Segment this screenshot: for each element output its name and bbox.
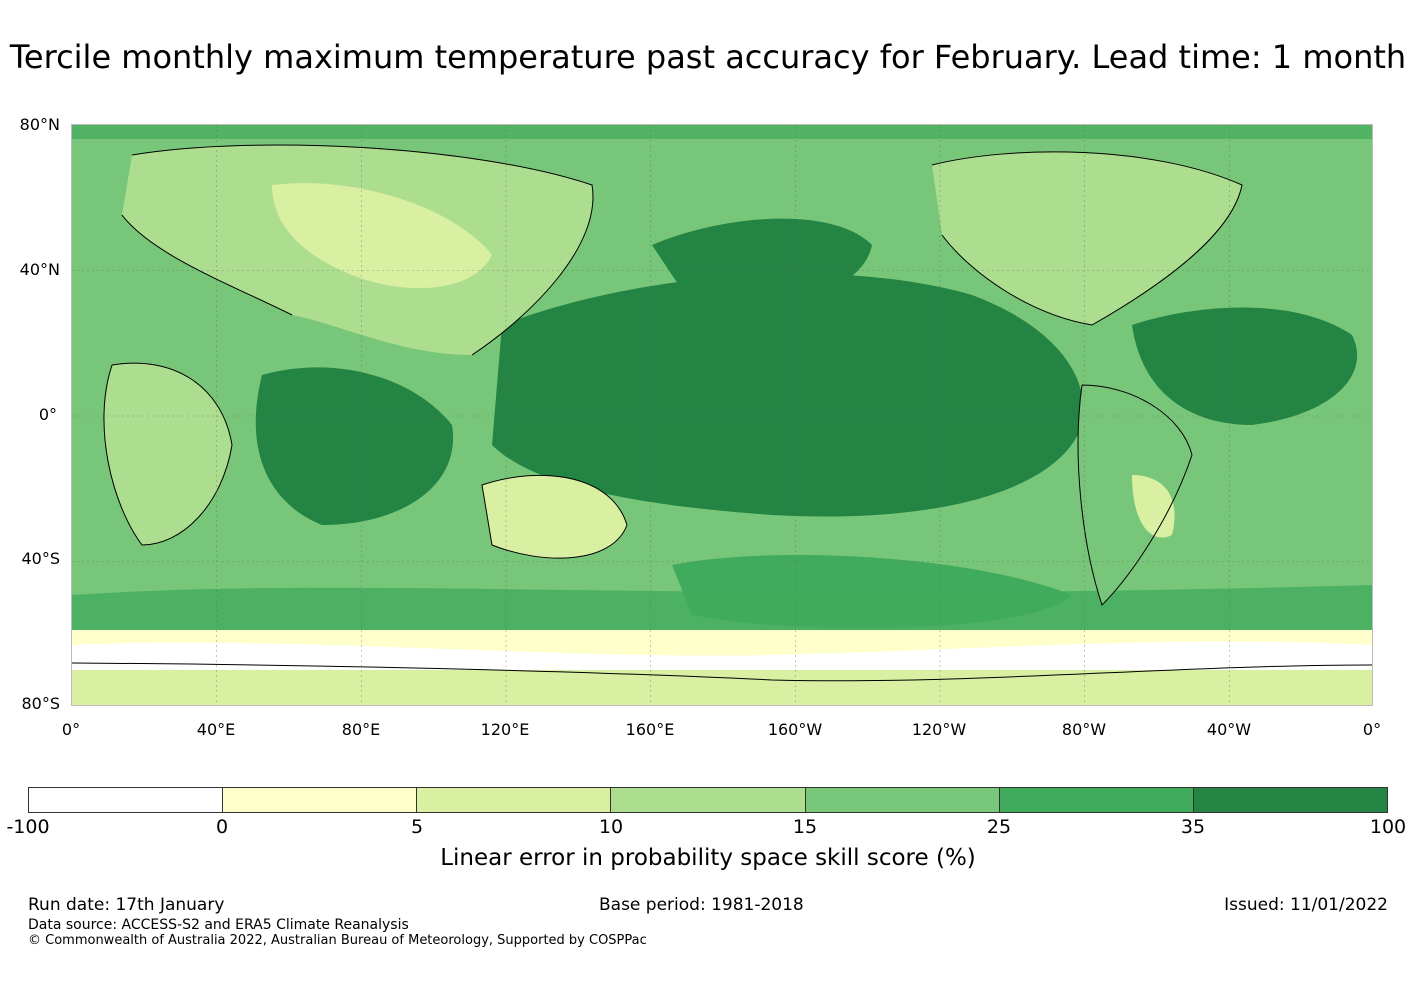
lat-label-80s: 80°S <box>21 694 60 713</box>
colorbar <box>28 787 1388 813</box>
north-america-land <box>932 151 1242 325</box>
eurasia-low-skill <box>272 183 492 289</box>
lat-label-40s: 40°S <box>21 549 60 568</box>
map-title: Tercile monthly maximum temperature past… <box>9 38 1407 76</box>
colorbar-label: Linear error in probability space skill … <box>440 845 976 871</box>
lon-label-40e: 40°E <box>196 720 236 739</box>
colorbar-tick: 10 <box>598 816 624 838</box>
colorbar-segment <box>223 788 418 812</box>
coastline-eurasia <box>121 144 594 356</box>
lon-label-0-left: 0° <box>61 720 81 739</box>
coastline-africa <box>103 362 233 546</box>
colorbar-segment <box>417 788 612 812</box>
lon-label-160w: 160°W <box>767 720 823 739</box>
indian-ocean-high-skill <box>255 367 454 525</box>
coastline-south-america <box>1077 384 1193 606</box>
colorbar-segment <box>805 788 1000 812</box>
colorbar-tick: 5 <box>410 816 424 838</box>
australia-land <box>482 475 627 559</box>
coastline-australia <box>481 474 628 559</box>
lon-label-160e: 160°E <box>625 720 675 739</box>
colorbar-segment <box>611 788 806 812</box>
antarctic-bottom <box>72 670 1372 705</box>
lat-label-80n: 80°N <box>19 115 60 134</box>
tropical-pacific-high-skill <box>492 273 1084 517</box>
colorbar-tick: 15 <box>792 816 818 838</box>
north-pacific-high-skill <box>652 218 872 308</box>
lon-label-80e: 80°E <box>341 720 381 739</box>
run-date: Run date: 17th January <box>28 895 225 915</box>
lat-label-40n: 40°N <box>19 260 60 279</box>
coastline-antarctica <box>72 662 1372 682</box>
colorbar-tick: 25 <box>986 816 1012 838</box>
colorbar-tick: -100 <box>6 816 50 838</box>
lon-label-80w: 80°W <box>1061 720 1107 739</box>
lon-label-120w: 120°W <box>911 720 967 739</box>
colorbar-tick: 100 <box>1369 816 1407 838</box>
base-period: Base period: 1981-2018 <box>599 895 804 915</box>
colorbar-tick: 0 <box>215 816 229 838</box>
data-source: Data source: ACCESS-S2 and ERA5 Climate … <box>28 917 409 933</box>
copyright: © Commonwealth of Australia 2022, Austra… <box>28 933 647 948</box>
gridlines <box>72 125 1372 705</box>
coastline-north-america <box>931 151 1243 326</box>
colorbar-segment <box>999 788 1194 812</box>
africa-land <box>103 363 232 545</box>
antarctic-negative-band <box>72 641 1372 670</box>
lon-label-40w: 40°W <box>1206 720 1252 739</box>
colorbar-segment <box>29 788 224 812</box>
colorbar-tick: 35 <box>1180 816 1206 838</box>
colorbar-segment <box>1193 788 1387 812</box>
lon-label-0-right: 0° <box>1362 720 1382 739</box>
lon-label-120e: 120°E <box>480 720 530 739</box>
issued-date: Issued: 11/01/2022 <box>1224 895 1388 915</box>
south-america-low-skill <box>1132 475 1175 538</box>
arctic-band <box>72 125 1372 139</box>
skill-score-map <box>71 124 1373 706</box>
lat-label-equator: 0° <box>38 405 57 424</box>
atlantic-high-skill <box>1132 307 1358 425</box>
map-canvas <box>72 125 1372 705</box>
